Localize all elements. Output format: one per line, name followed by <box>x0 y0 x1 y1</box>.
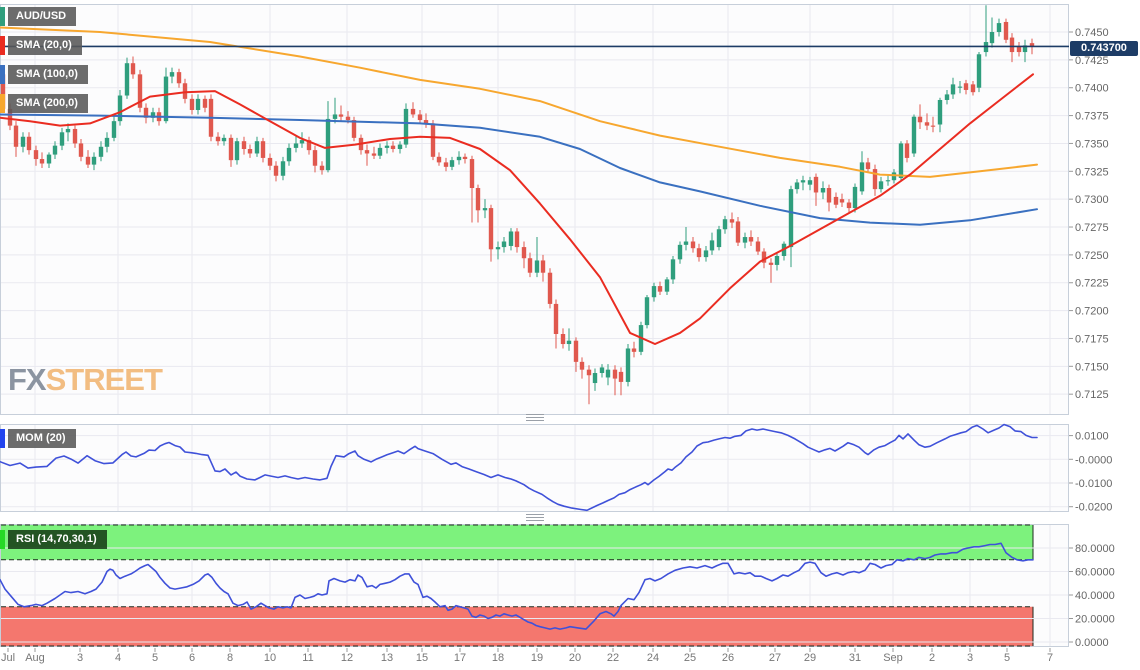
resize-handle-icon[interactable] <box>526 414 544 421</box>
sma200-color-bar <box>0 94 5 113</box>
legend-sma100[interactable]: SMA (100,0) <box>0 65 88 84</box>
svg-text:0.7425: 0.7425 <box>1075 55 1109 67</box>
svg-text:0.0000: 0.0000 <box>1075 637 1109 649</box>
svg-text:0.7450: 0.7450 <box>1075 27 1109 39</box>
sma100-label: SMA (100,0) <box>8 65 88 84</box>
svg-text:29: 29 <box>804 652 816 664</box>
svg-text:0.7400: 0.7400 <box>1075 83 1109 95</box>
watermark-fx: FX <box>8 362 47 397</box>
svg-text:22: 22 <box>607 652 619 664</box>
sma20-color-bar <box>0 36 5 55</box>
x-axis[interactable]: Jul Aug 3 4 5 6 8 10 11 12 13 15 17 18 19 20 22 24 25 26 27 2… <box>1 648 1053 664</box>
svg-text:0.7175: 0.7175 <box>1075 333 1109 345</box>
svg-text:Sep: Sep <box>883 652 903 664</box>
svg-text:60.0000: 60.0000 <box>1075 567 1115 579</box>
svg-text:0.7350: 0.7350 <box>1075 138 1109 150</box>
svg-text:0.7125: 0.7125 <box>1075 389 1109 401</box>
svg-text:24: 24 <box>647 652 659 664</box>
svg-text:26: 26 <box>722 652 734 664</box>
symbol-color-bar <box>0 7 5 26</box>
svg-text:19: 19 <box>531 652 543 664</box>
fxstreet-watermark: FXSTREET <box>8 362 163 398</box>
svg-text:80.0000: 80.0000 <box>1075 543 1115 555</box>
rsi-line <box>0 542 1034 630</box>
svg-text:10: 10 <box>264 652 276 664</box>
svg-text:13: 13 <box>381 652 393 664</box>
svg-text:-0.0200: -0.0200 <box>1075 502 1112 514</box>
svg-text:20: 20 <box>569 652 581 664</box>
svg-text:3: 3 <box>967 652 973 664</box>
svg-text:4: 4 <box>115 652 121 664</box>
sma100-color-bar <box>0 65 5 84</box>
mom-color-bar <box>0 429 5 448</box>
y-axis[interactable]: 0.7450 0.7425 0.7400 0.7375 0.7350 0.7325 0.73… <box>1069 27 1115 649</box>
svg-text:12: 12 <box>341 652 353 664</box>
last-price-badge: 0.743700 <box>1070 41 1138 56</box>
svg-text:27: 27 <box>769 652 781 664</box>
svg-text:0.7225: 0.7225 <box>1075 278 1109 290</box>
svg-text:Jul: Jul <box>1 652 15 664</box>
sma100-line <box>0 113 1038 226</box>
svg-text:11: 11 <box>302 652 313 664</box>
oversold-band <box>1 606 1033 646</box>
sma20-line <box>0 73 1034 345</box>
momentum-line <box>0 423 1038 512</box>
rsi-color-bar <box>0 530 5 549</box>
svg-text:Aug: Aug <box>25 652 45 664</box>
symbol-label: AUD/USD <box>8 7 77 26</box>
price-panel[interactable] <box>0 4 1069 415</box>
svg-text:17: 17 <box>454 652 466 664</box>
svg-text:15: 15 <box>416 652 428 664</box>
svg-text:20.0000: 20.0000 <box>1075 614 1115 626</box>
svg-text:3: 3 <box>77 652 83 664</box>
legend-sma200[interactable]: SMA (200,0) <box>0 94 88 113</box>
svg-text:40.0000: 40.0000 <box>1075 590 1115 602</box>
svg-text:7: 7 <box>1047 652 1053 664</box>
sma20-label: SMA (20,0) <box>8 36 82 55</box>
svg-text:0.7275: 0.7275 <box>1075 222 1109 234</box>
svg-text:8: 8 <box>227 652 233 664</box>
rsi-label: RSI (14,70,30,1) <box>8 530 107 549</box>
svg-text:0.7250: 0.7250 <box>1075 250 1109 262</box>
svg-text:0.7150: 0.7150 <box>1075 361 1109 373</box>
svg-text:0.7200: 0.7200 <box>1075 306 1109 318</box>
watermark-street: STREET <box>45 362 163 397</box>
legend-rsi[interactable]: RSI (14,70,30,1) <box>0 530 107 549</box>
svg-text:0.7375: 0.7375 <box>1075 111 1109 123</box>
svg-text:0.7300: 0.7300 <box>1075 194 1109 206</box>
sma200-label: SMA (200,0) <box>8 94 88 113</box>
resize-handle-icon[interactable] <box>526 514 544 521</box>
svg-text:-0.0100: -0.0100 <box>1075 478 1112 490</box>
svg-text:18: 18 <box>492 652 504 664</box>
sma200-line <box>0 26 1038 178</box>
svg-text:0.0100: 0.0100 <box>1075 431 1109 443</box>
svg-text:25: 25 <box>684 652 696 664</box>
legend-mom[interactable]: MOM (20) <box>0 429 76 448</box>
momentum-panel[interactable] <box>0 424 1069 512</box>
svg-text:6: 6 <box>189 652 195 664</box>
mom-label: MOM (20) <box>8 429 76 448</box>
legend-symbol[interactable]: AUD/USD <box>0 7 77 26</box>
svg-text:5: 5 <box>152 652 158 664</box>
svg-text:0.7325: 0.7325 <box>1075 166 1109 178</box>
svg-text:-0.0000: -0.0000 <box>1075 454 1112 466</box>
svg-text:5: 5 <box>1004 652 1010 664</box>
overbought-band <box>1 525 1033 560</box>
svg-text:2: 2 <box>929 652 935 664</box>
legend-sma20[interactable]: SMA (20,0) <box>0 36 82 55</box>
svg-text:31: 31 <box>849 652 861 664</box>
